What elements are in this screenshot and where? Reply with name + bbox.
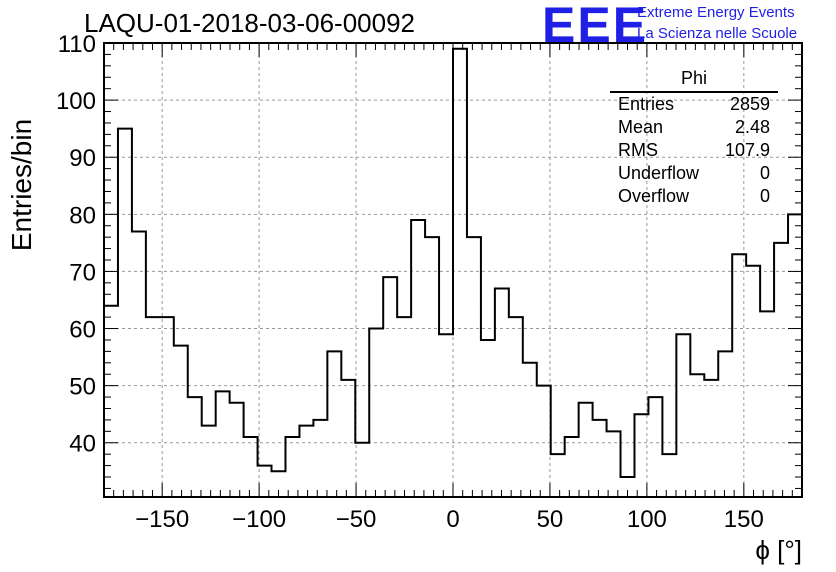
stats-row: Overflow 0 <box>610 185 778 208</box>
x-tick-label: −150 <box>135 506 189 533</box>
y-tick-label: 70 <box>69 259 96 286</box>
histogram-bin <box>746 266 760 497</box>
histogram-bin <box>383 277 397 497</box>
y-tick-label: 80 <box>69 202 96 229</box>
histogram-bin <box>467 237 481 497</box>
x-tick-label: 50 <box>537 506 564 533</box>
histogram-bin <box>634 414 648 497</box>
histogram-bin <box>537 386 551 497</box>
histogram-bin <box>607 431 621 497</box>
histogram-bin <box>760 311 774 497</box>
histogram-bin <box>118 129 132 497</box>
histogram-bin <box>593 420 607 497</box>
histogram-bin <box>579 403 593 497</box>
logo-subtitle-2: La Scienza nelle Scuole <box>637 25 798 42</box>
histogram-bin <box>621 477 635 497</box>
x-tick-label: −50 <box>336 506 377 533</box>
stats-label: Underflow <box>618 163 700 183</box>
stats-label: Mean <box>618 117 664 137</box>
histogram-bin <box>439 334 453 497</box>
histogram-bin <box>285 437 299 497</box>
histogram-bin <box>523 363 537 497</box>
x-tick-label: 150 <box>724 506 764 533</box>
histogram-bin <box>174 346 188 497</box>
y-tick-label: 100 <box>56 88 96 115</box>
histogram-bin <box>718 351 732 497</box>
histogram-bin <box>425 237 439 497</box>
x-tick-label: −100 <box>232 506 286 533</box>
histogram-bin <box>648 397 662 497</box>
histogram-bin <box>299 426 313 497</box>
histogram-bin <box>313 420 327 497</box>
stats-value: 0 <box>759 163 770 183</box>
x-tick-label: 100 <box>627 506 667 533</box>
histogram-bin <box>230 403 244 497</box>
histogram-bin <box>690 374 704 497</box>
chart-title: LAQU-01-2018-03-06-00092 <box>84 8 415 38</box>
stats-box-title: Phi <box>610 68 778 93</box>
x-axis-label: ϕ [°] <box>755 535 802 565</box>
histogram-bin <box>104 306 118 497</box>
y-tick-label: 90 <box>69 145 96 172</box>
histogram-bin <box>676 334 690 497</box>
stats-value: 2.48 <box>734 117 770 137</box>
stats-label: Overflow <box>618 186 690 206</box>
histogram-bin <box>369 329 383 497</box>
histogram-bin <box>202 426 216 497</box>
histogram-bin <box>258 466 272 497</box>
stats-label: RMS <box>618 140 658 160</box>
stats-value: 0 <box>759 186 770 206</box>
stats-row: Mean 2.48 <box>610 116 778 139</box>
stats-row: RMS 107.9 <box>610 139 778 162</box>
y-tick-label: 110 <box>58 31 96 58</box>
histogram-bin <box>244 437 258 497</box>
histogram-bin <box>662 454 676 497</box>
histogram-bin <box>565 437 579 497</box>
stats-row: Entries 2859 <box>610 93 778 116</box>
histogram-bin <box>327 351 341 497</box>
stats-label: Entries <box>618 94 675 114</box>
histogram-bin <box>132 231 146 497</box>
histogram-line <box>104 47 802 479</box>
plot-frame <box>103 42 803 498</box>
histogram-bin <box>216 391 230 497</box>
stats-value: 2859 <box>729 94 770 114</box>
histogram-bin <box>355 443 369 497</box>
histogram-bin <box>411 220 425 497</box>
x-tick-label: 0 <box>446 506 459 533</box>
y-tick-label: 60 <box>69 317 96 344</box>
histogram-bin <box>788 214 802 497</box>
histogram-bin <box>341 380 355 497</box>
logo-subtitle-1: Extreme Energy Events <box>637 4 795 21</box>
y-tick-label: 50 <box>69 374 96 401</box>
histogram-bin <box>397 317 411 497</box>
histogram-bin <box>509 317 523 497</box>
y-tick-label: 40 <box>69 431 96 458</box>
histogram-bin <box>732 254 746 497</box>
stats-box: Phi Entries 2859 Mean 2.48 RMS 107.9 Und… <box>610 68 778 208</box>
stats-row: Underflow 0 <box>610 162 778 185</box>
histogram-bin <box>704 380 718 497</box>
histogram-bin <box>453 49 467 497</box>
histogram-bin <box>146 317 160 497</box>
histogram-bin <box>495 289 509 497</box>
histogram-bin <box>481 340 495 497</box>
histogram-bin <box>774 243 788 497</box>
histogram-bin <box>188 397 202 497</box>
histogram-bin <box>160 317 174 497</box>
histogram-bin <box>551 454 565 497</box>
histogram-bin <box>272 471 286 497</box>
stats-value: 107.9 <box>724 140 770 160</box>
